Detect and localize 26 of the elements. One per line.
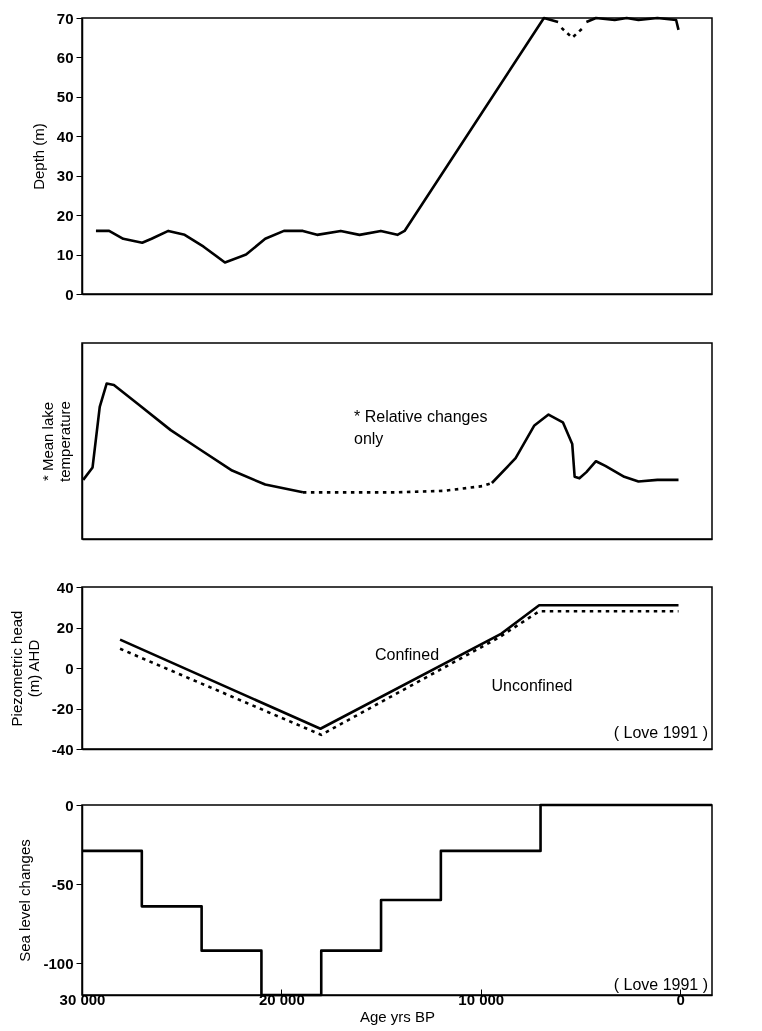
y-tick-label: -100 — [43, 954, 74, 972]
y-tick-label: 20 — [56, 206, 74, 224]
annotation: ( Love 1991 ) — [613, 976, 708, 993]
y-tick-label: 0 — [65, 285, 74, 303]
y-tick-label: 60 — [56, 48, 74, 66]
y-tick-label: 10 — [56, 246, 74, 264]
y-axis-title: Piezometric head (m) AHD — [7, 610, 42, 727]
y-tick-label: 0 — [65, 796, 74, 814]
y-tick-label: 40 — [56, 127, 74, 145]
series-label: Unconfined — [491, 677, 573, 694]
series-label: Confined — [374, 646, 440, 663]
x-axis-title: Age yrs BP — [359, 1007, 436, 1025]
y-axis-title: Depth (m) — [29, 123, 47, 190]
y-tick-label: 40 — [56, 578, 74, 596]
annotation: ( Love 1991 ) — [613, 724, 708, 741]
y-tick-label: 70 — [56, 9, 74, 27]
y-axis-title: * Mean lake temperature — [38, 401, 73, 482]
y-tick-label: 0 — [65, 659, 74, 677]
y-tick-label: 20 — [56, 619, 74, 636]
y-tick-label: -40 — [51, 740, 74, 758]
annotation: * Relative changes only — [354, 408, 488, 447]
y-tick-label: 50 — [56, 88, 74, 106]
y-tick-label: -20 — [51, 700, 74, 717]
y-tick-label: -50 — [51, 875, 74, 893]
y-axis-title: Sea level changes — [16, 839, 34, 962]
y-tick-label: 30 — [56, 167, 74, 185]
